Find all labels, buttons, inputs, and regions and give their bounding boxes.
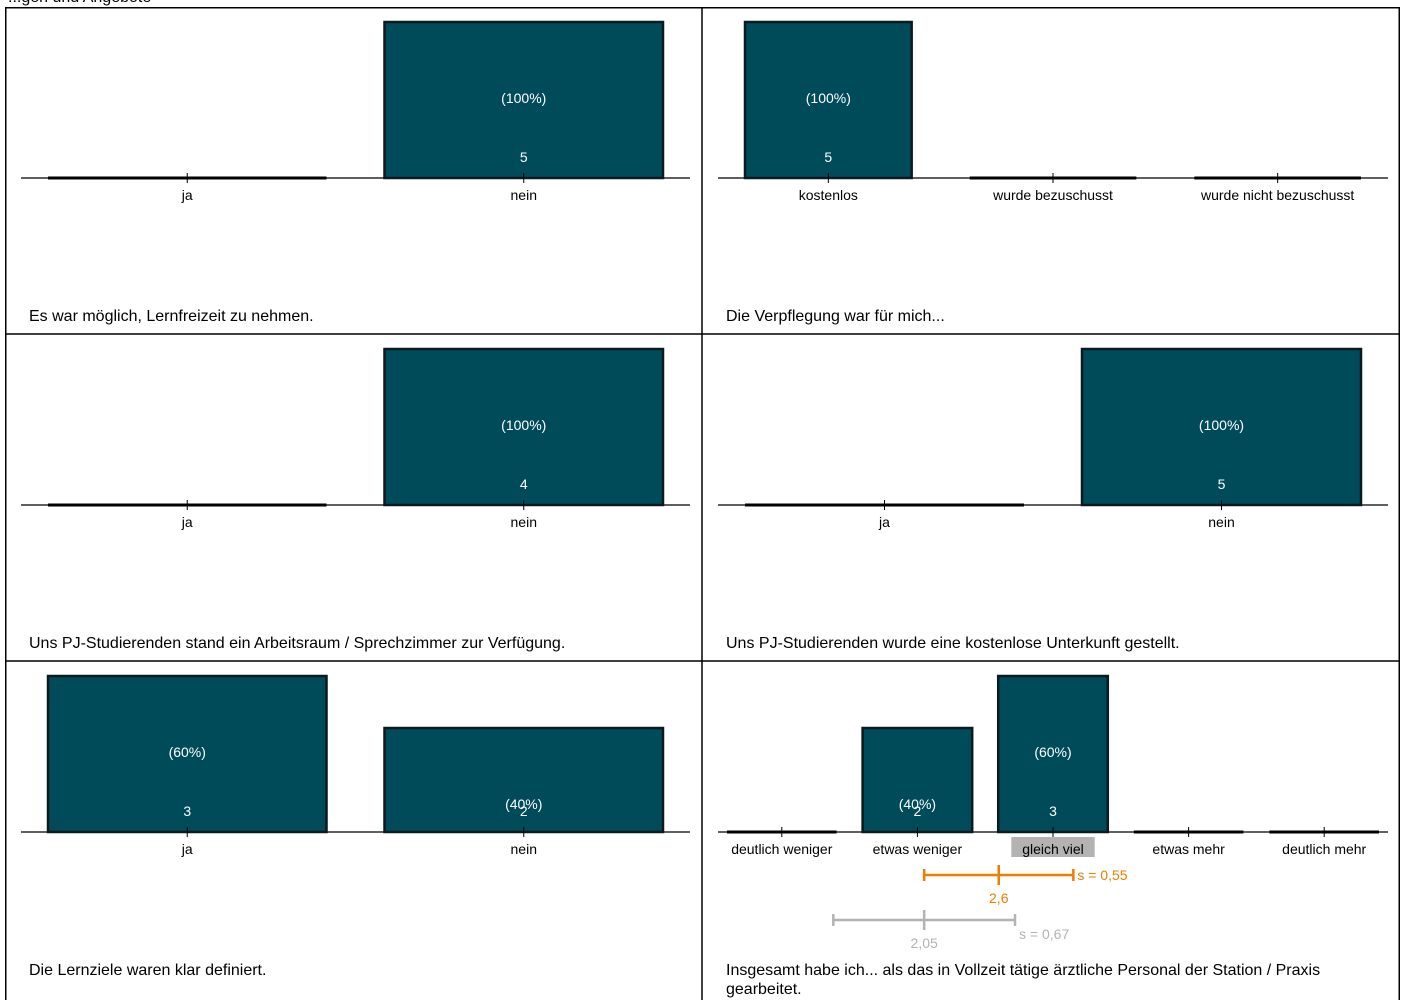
bar-chart: 3(60%)ja2(40%)nein <box>21 674 690 857</box>
x-tick-label: wurde bezuschusst <box>992 187 1113 203</box>
chart-panel-lernfreizeit: ja 5 (100%) nein Es war möglich, Lernfreize… <box>5 7 702 334</box>
x-tick-label: kostenlos <box>799 187 858 203</box>
x-tick-label: gleich viel <box>1022 841 1083 857</box>
bar-count-label: 4 <box>520 476 528 492</box>
chart-caption: Uns PJ-Studierenden stand ein Arbeitsrau… <box>29 635 566 652</box>
chart-grid: ja 5 (100%) nein Es war möglich, Lernfreize… <box>5 7 1400 1000</box>
bar-chart: ja 5 (100%) nein <box>21 20 690 203</box>
chart-panel-unterkunft: ja 5 (100%) nein Uns PJ-Studierenden wurde … <box>702 334 1400 661</box>
x-tick-label: etwas weniger <box>873 841 963 857</box>
chart-caption: Es war möglich, Lernfreizeit zu nehmen. <box>29 308 314 325</box>
x-tick-label: nein <box>511 514 537 530</box>
bar-percent-label: (100%) <box>501 90 546 106</box>
bar-percent-label: (40%) <box>505 796 542 812</box>
bar-percent-label: (100%) <box>806 90 851 106</box>
x-tick-label: ja <box>181 187 193 203</box>
bar-percent-label: (100%) <box>501 417 546 433</box>
bar-percent-label: (40%) <box>899 796 936 812</box>
chart-caption: Die Lernziele waren klar definiert. <box>29 962 267 979</box>
bar-percent-label: (60%) <box>169 744 206 760</box>
x-tick-label: etwas mehr <box>1152 841 1225 857</box>
x-tick-label: nein <box>1208 514 1234 530</box>
chart-panel-arbeitsraum: ja 4 (100%) nein Uns PJ-Studierenden stand … <box>5 334 702 661</box>
bar-percent-label: (100%) <box>1199 417 1244 433</box>
sd-label: s = 0,55 <box>1077 867 1127 883</box>
chart-caption: Insgesamt habe ich... als das in Vollzei… <box>726 962 1321 998</box>
mean-label: 2,05 <box>911 935 938 951</box>
bar-chart: ja 5 (100%) nein <box>718 347 1388 530</box>
chart-panel-lernziele: 3 (60%) ja 2 (40%) nein Die Lernziele waren k… <box>5 661 702 1000</box>
chart-panel-arbeitszeit: deutlich weniger 2 (40%) etwas weniger 3 (60%… <box>702 661 1400 1000</box>
page-header: ...gen und Angebote <box>8 0 151 8</box>
x-tick-label: ja <box>181 841 193 857</box>
x-tick-label: nein <box>511 841 537 857</box>
bar-count-label: 5 <box>824 149 832 165</box>
sd-label: s = 0,67 <box>1019 926 1069 942</box>
bar-count-label: 3 <box>183 803 191 819</box>
bar-count-label: 5 <box>520 149 528 165</box>
bar-percent-label: (60%) <box>1034 744 1071 760</box>
x-tick-label: wurde nicht bezuschusst <box>1200 187 1354 203</box>
x-tick-label: nein <box>511 187 537 203</box>
bar-count-label: 3 <box>1049 803 1057 819</box>
chart-caption: Die Verpflegung war für mich... <box>726 308 945 325</box>
x-tick-label: deutlich weniger <box>731 841 833 857</box>
bar-chart: 5 (100%) kostenlos wurde bezuschusst wurde n… <box>718 20 1388 203</box>
chart-panel-verpflegung: 5 (100%) kostenlos wurde bezuschusst wurde n… <box>702 7 1400 334</box>
x-tick-label: ja <box>181 514 193 530</box>
x-tick-label: ja <box>878 514 890 530</box>
chart-caption: Uns PJ-Studierenden wurde eine kostenlos… <box>726 635 1180 652</box>
bar-count-label: 5 <box>1218 476 1226 492</box>
bar-chart: ja 4 (100%) nein <box>21 347 690 530</box>
x-tick-label: deutlich mehr <box>1282 841 1366 857</box>
mean-label: 2,6 <box>989 890 1009 906</box>
